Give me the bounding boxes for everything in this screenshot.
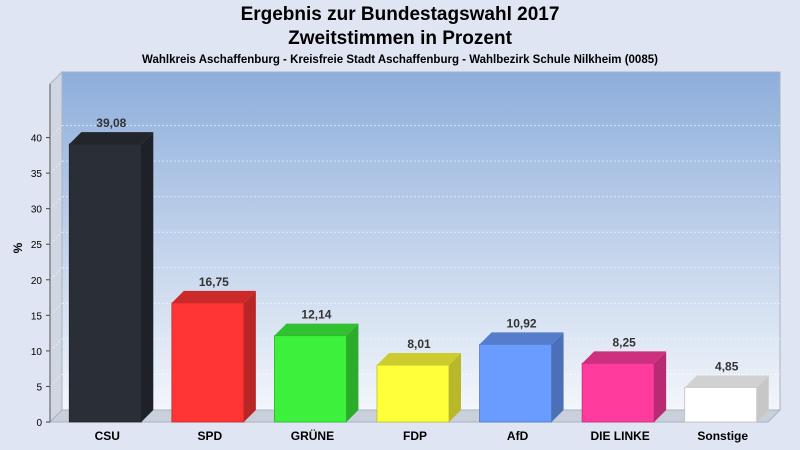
bar-side: [243, 290, 256, 422]
bar-side: [551, 332, 564, 422]
x-tick-label: Sonstige: [697, 429, 748, 443]
bars-group: [68, 132, 769, 423]
bar-spd: [171, 290, 256, 423]
bar-front: [171, 302, 245, 423]
bar-side: [141, 132, 154, 422]
bar-value-label: 8,01: [407, 337, 431, 351]
chart-title: Ergebnis zur Bundestagswahl 2017: [240, 4, 560, 25]
gridline-side: [49, 160, 63, 174]
bar-top: [69, 132, 154, 145]
bar-side: [654, 351, 667, 422]
bar-top: [274, 323, 359, 336]
y-axis: 0 5 10 15 20 25 30 35 40%: [11, 84, 51, 429]
bar-side: [756, 375, 769, 422]
bar-csu: [68, 132, 154, 423]
gridline-side: [49, 302, 63, 316]
y-tick-label: 15: [31, 311, 43, 322]
y-tick-label: 30: [31, 205, 43, 216]
bar-value-label: 39,08: [96, 116, 126, 130]
chart-caption: Wahlkreis Aschaffenburg - Kreisfreie Sta…: [142, 54, 658, 66]
x-tick-label: AfD: [507, 429, 529, 443]
y-tick-label: 10: [31, 347, 43, 358]
bar-side: [449, 353, 461, 422]
y-tick-label: 35: [31, 169, 43, 180]
y-tick-label: 40: [31, 134, 43, 145]
bar-die-linke: [581, 351, 667, 423]
y-tick-label: 25: [31, 240, 43, 251]
labels-group: 39,08 CSU 16,75 SPD 12,14 GRÜNE 8,01 FDP 10,92 Af…: [95, 116, 749, 443]
bar-grüne: [274, 323, 359, 423]
gridline-side: [49, 231, 63, 245]
bar-value-label: 8,25: [612, 335, 636, 349]
bar-front: [274, 335, 347, 423]
x-tick-label: SPD: [198, 429, 223, 443]
plot-side-wall: [49, 70, 63, 424]
bar-top: [377, 353, 461, 366]
bar-top: [479, 332, 564, 345]
gridlines: [49, 125, 780, 387]
bar-top: [582, 351, 667, 364]
gridline-side: [49, 338, 63, 352]
bar-side: [346, 323, 359, 422]
x-tick-label: FDP: [403, 429, 427, 443]
bar-value-label: 12,14: [301, 308, 331, 322]
bar-value-label: 4,85: [715, 360, 739, 374]
bar-front: [376, 364, 450, 423]
y-axis-label: %: [11, 242, 25, 253]
bar-top: [684, 375, 769, 388]
bar-value-label: 16,75: [199, 275, 229, 289]
bar-value-label: 10,92: [507, 316, 537, 330]
y-tick-label: 5: [36, 382, 42, 393]
x-tick-label: DIE LINKE: [590, 429, 649, 443]
bar-front: [684, 387, 758, 423]
gridline-side: [49, 267, 63, 281]
y-tick-label: 0: [36, 418, 42, 429]
gridline-side: [49, 374, 63, 387]
bar-sonstige: [684, 375, 769, 423]
bar-front: [68, 143, 142, 423]
bar-afd: [479, 332, 564, 423]
bar-front: [581, 362, 655, 423]
bar-top: [171, 290, 256, 303]
y-tick-label: 20: [31, 276, 43, 287]
x-tick-label: CSU: [95, 429, 120, 443]
bar-front: [479, 343, 552, 423]
chart-subtitle: Zweitstimmen in Prozent: [288, 28, 512, 49]
x-tick-label: GRÜNE: [291, 428, 334, 443]
bar-fdp: [376, 353, 461, 423]
gridline-side: [49, 125, 63, 138]
gridline-side: [49, 196, 63, 210]
